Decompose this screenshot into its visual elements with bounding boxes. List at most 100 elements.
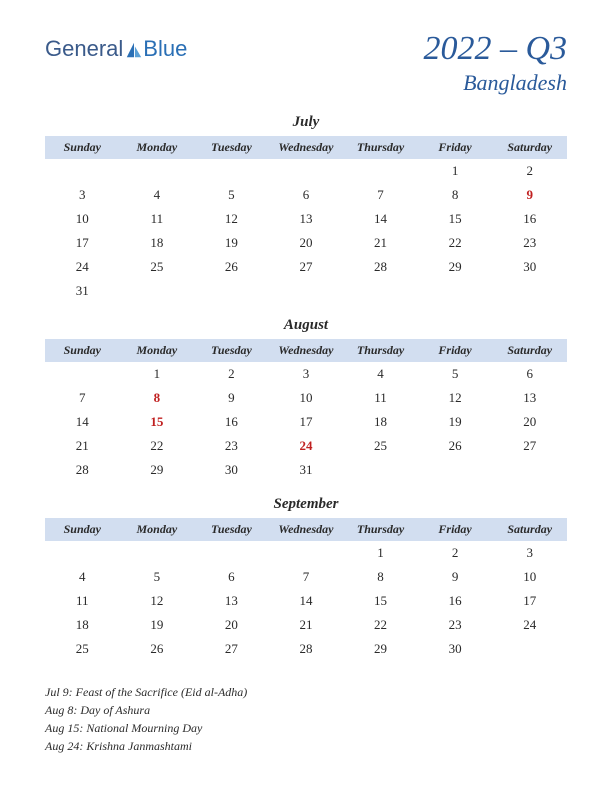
calendar-row: 252627282930: [45, 637, 567, 661]
calendar-cell: 22: [343, 613, 418, 637]
calendar-cell: 29: [343, 637, 418, 661]
title-block: 2022 – Q3 Bangladesh: [423, 30, 567, 96]
calendar-cell: [492, 458, 567, 482]
calendar-cell: [418, 458, 493, 482]
calendar-cell: 30: [492, 255, 567, 279]
calendar-cell: 23: [492, 231, 567, 255]
calendar-row: 21222324252627: [45, 434, 567, 458]
calendar-cell: [343, 458, 418, 482]
calendar-cell: [120, 279, 195, 303]
calendar-cell: 27: [492, 434, 567, 458]
logo: General Blue: [45, 36, 187, 62]
day-header: Monday: [120, 136, 195, 159]
holidays-list: Jul 9: Feast of the Sacrifice (Eid al-Ad…: [45, 683, 567, 755]
calendar-cell: 10: [45, 207, 120, 231]
calendar-cell: 24: [492, 613, 567, 637]
calendar-cell: 3: [45, 183, 120, 207]
calendar-cell: 25: [120, 255, 195, 279]
calendar-cell: 13: [269, 207, 344, 231]
calendar-cell: [45, 362, 120, 386]
calendar-cell: [269, 541, 344, 565]
calendar-cell: 2: [194, 362, 269, 386]
calendar-cell: 30: [194, 458, 269, 482]
day-header: Thursday: [343, 518, 418, 541]
calendar-row: 123: [45, 541, 567, 565]
day-header: Thursday: [343, 136, 418, 159]
calendar-cell: [45, 541, 120, 565]
calendar-cell: 12: [418, 386, 493, 410]
calendar-cell: 15: [343, 589, 418, 613]
calendar-cell: 29: [418, 255, 493, 279]
calendar-cell: 9: [418, 565, 493, 589]
day-header: Tuesday: [194, 136, 269, 159]
day-header: Saturday: [492, 339, 567, 362]
calendar-cell: 17: [269, 410, 344, 434]
calendar-cell: 6: [194, 565, 269, 589]
calendar-cell: 23: [418, 613, 493, 637]
calendar-cell: 27: [269, 255, 344, 279]
calendar-row: 24252627282930: [45, 255, 567, 279]
calendar-cell: 19: [194, 231, 269, 255]
calendar-cell: 15: [120, 410, 195, 434]
header: General Blue 2022 – Q3 Bangladesh: [45, 30, 567, 96]
calendar-cell: 7: [45, 386, 120, 410]
calendar-cell: 9: [194, 386, 269, 410]
calendar-cell: [120, 159, 195, 183]
day-header: Thursday: [343, 339, 418, 362]
calendar-cell: [343, 279, 418, 303]
calendar-cell: 21: [343, 231, 418, 255]
calendar-row: 11121314151617: [45, 589, 567, 613]
calendar-cell: 10: [492, 565, 567, 589]
calendar-cell: 5: [120, 565, 195, 589]
day-header: Friday: [418, 136, 493, 159]
country-title: Bangladesh: [423, 70, 567, 96]
calendar-cell: 24: [45, 255, 120, 279]
calendar-cell: 16: [194, 410, 269, 434]
month-name: August: [45, 317, 567, 334]
calendar-cell: 5: [418, 362, 493, 386]
day-header: Wednesday: [269, 339, 344, 362]
logo-text-blue: Blue: [143, 36, 187, 62]
calendar-cell: 22: [418, 231, 493, 255]
calendar-cell: 25: [343, 434, 418, 458]
calendar-cell: 11: [45, 589, 120, 613]
calendar-cell: 31: [45, 279, 120, 303]
day-header: Friday: [418, 339, 493, 362]
calendar-cell: [194, 159, 269, 183]
calendar-row: 123456: [45, 362, 567, 386]
calendar-cell: 28: [45, 458, 120, 482]
calendar-cell: 18: [343, 410, 418, 434]
calendar-cell: [194, 279, 269, 303]
calendar-cell: 18: [45, 613, 120, 637]
calendar-cell: 14: [269, 589, 344, 613]
day-header: Tuesday: [194, 339, 269, 362]
calendar-cell: 5: [194, 183, 269, 207]
calendar-cell: 25: [45, 637, 120, 661]
calendar-cell: 29: [120, 458, 195, 482]
calendar-row: 45678910: [45, 565, 567, 589]
logo-text-general: General: [45, 36, 123, 62]
calendar-cell: 26: [120, 637, 195, 661]
calendar-cell: 1: [343, 541, 418, 565]
calendar-row: 10111213141516: [45, 207, 567, 231]
calendar-cell: 13: [492, 386, 567, 410]
calendar-cell: 30: [418, 637, 493, 661]
calendar-cell: 8: [418, 183, 493, 207]
calendar-cell: 20: [269, 231, 344, 255]
calendar-cell: 24: [269, 434, 344, 458]
calendar-cell: 28: [343, 255, 418, 279]
calendar-cell: 20: [194, 613, 269, 637]
month-block: AugustSundayMondayTuesdayWednesdayThursd…: [45, 317, 567, 482]
calendar-row: 18192021222324: [45, 613, 567, 637]
holiday-entry: Aug 8: Day of Ashura: [45, 701, 567, 719]
calendar-cell: 4: [45, 565, 120, 589]
calendar-cell: 26: [418, 434, 493, 458]
calendar-cell: 12: [120, 589, 195, 613]
day-header: Tuesday: [194, 518, 269, 541]
calendar-cell: 9: [492, 183, 567, 207]
day-header: Sunday: [45, 518, 120, 541]
calendar-cell: 17: [45, 231, 120, 255]
holiday-entry: Jul 9: Feast of the Sacrifice (Eid al-Ad…: [45, 683, 567, 701]
month-name: July: [45, 114, 567, 131]
calendar-cell: [269, 279, 344, 303]
